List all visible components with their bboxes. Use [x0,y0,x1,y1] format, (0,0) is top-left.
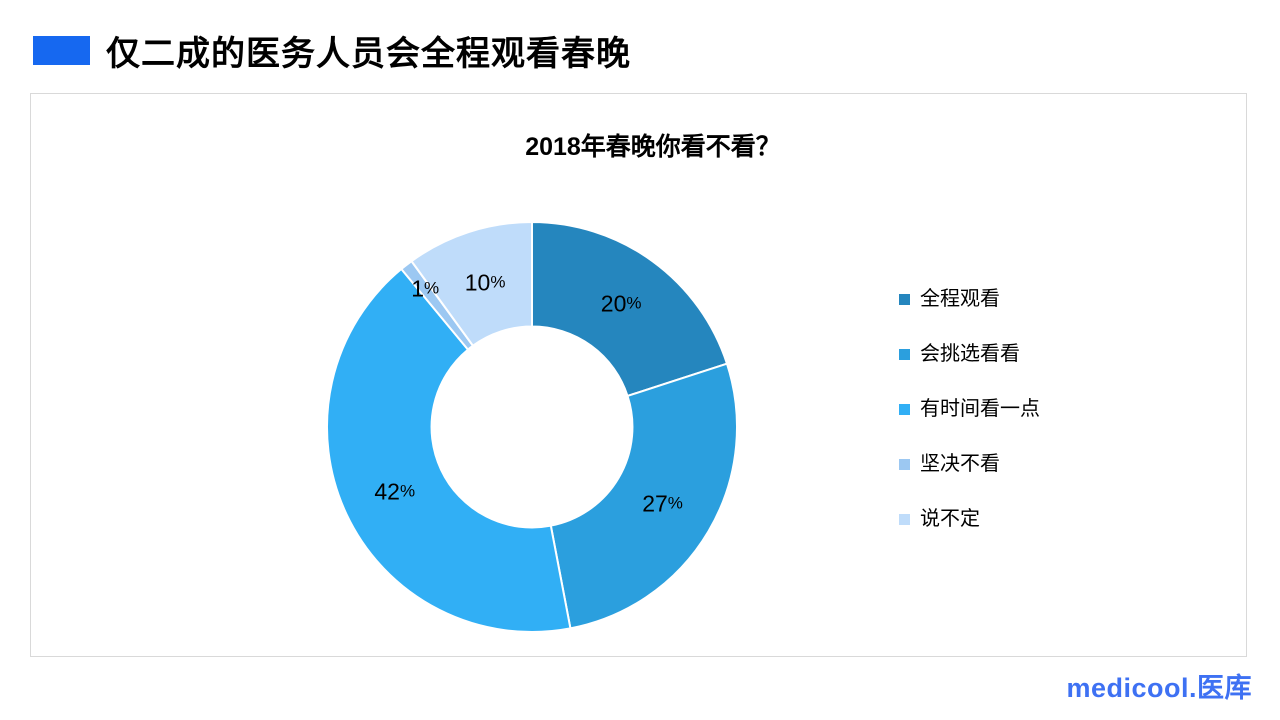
legend-item-4: 坚决不看 [899,452,1040,476]
chart-title: 2018年春晚你看不看？ [525,133,781,161]
donut-slice-2 [549,362,738,630]
legend-item-5: 说不定 [899,507,1040,531]
legend-marker-4 [899,458,910,470]
donut-slice-5 [410,221,533,347]
chart-panel: 2018年春晚你看不看？ 20% 27% 42% 1% 10% 全程观看 会挑选看看 有时间… [30,93,1247,657]
legend-item-3: 有时间看一点 [899,397,1040,421]
legend-item-2: 会挑选看看 [899,342,1040,366]
page-footer: medicool.医库 [1066,666,1252,705]
donut-slice-3 [326,268,572,633]
legend-label-1: 全程观看 [920,288,1000,310]
page-title: 仅二成的医务人员会全程观看春晚 [106,35,631,73]
legend-marker-2 [899,348,910,360]
logo-text-en: medicool [1066,673,1189,703]
header-accent-bar [33,36,90,65]
medicool-logo: medicool.医库 [1066,666,1252,705]
page-header: 仅二成的医务人员会全程观看春晚 [33,26,631,75]
legend-marker-5 [899,513,910,525]
legend-marker-3 [899,403,910,415]
legend-label-2: 会挑选看看 [920,343,1020,365]
donut-chart [326,221,738,633]
logo-text-cn: 医库 [1197,673,1252,703]
legend-marker-1 [899,293,910,305]
chart-legend: 全程观看会挑选看看有时间看一点 坚决不看说不定 [899,287,1040,531]
legend-item-1: 全程观看 [899,287,1040,311]
logo-dot: . [1188,673,1197,703]
donut-slice-1 [531,221,728,397]
legend-label-5: 说不定 [920,508,980,530]
legend-label-3: 有时间看一点 [920,398,1040,420]
legend-label-4: 坚决不看 [920,453,1000,475]
